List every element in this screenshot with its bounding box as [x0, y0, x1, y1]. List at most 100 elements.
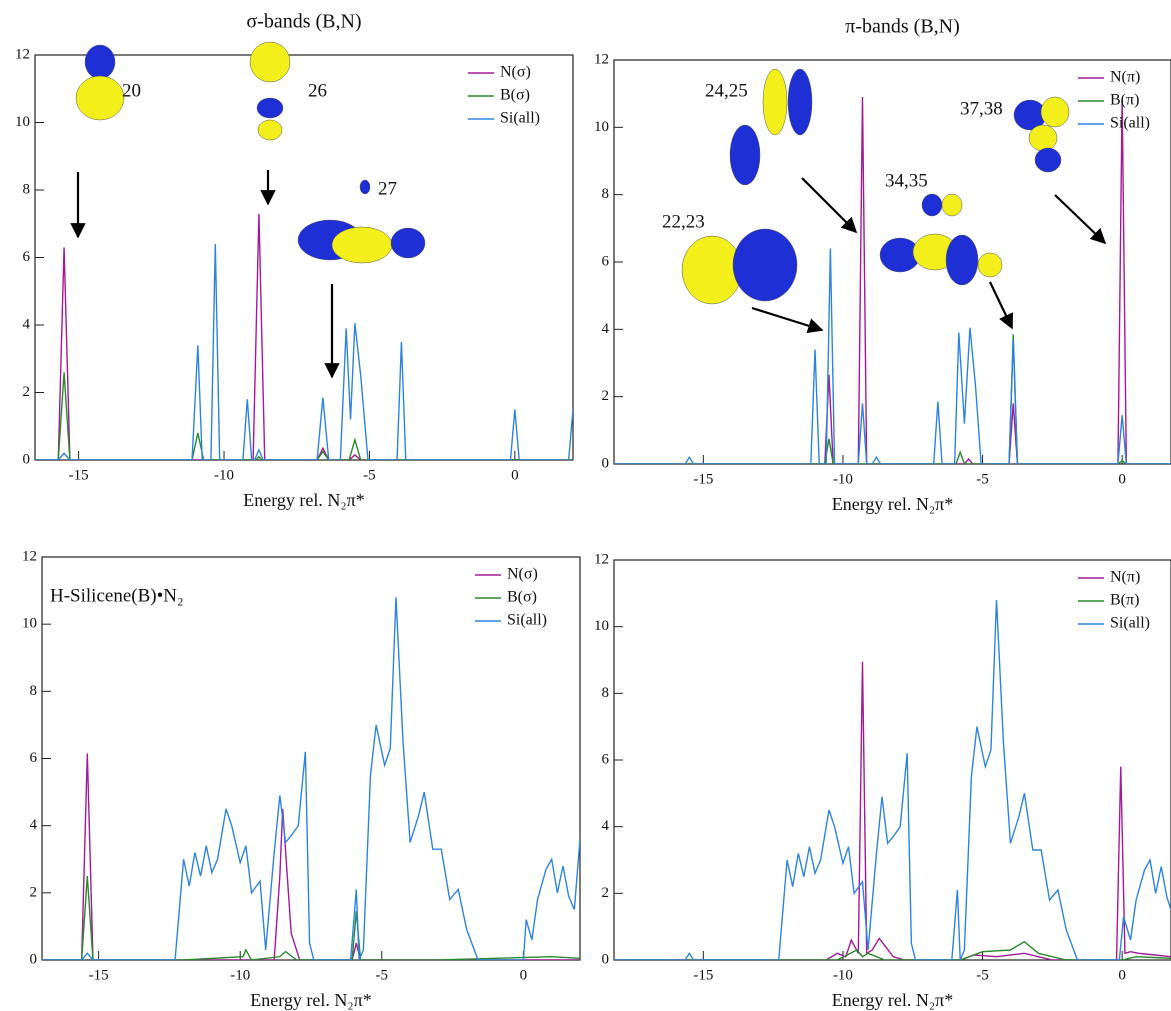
y-tick-label: 2 [602, 885, 610, 901]
orbital-lobe [390, 227, 426, 259]
annotation: 37,38 [960, 98, 1003, 119]
legend-label: Si(all) [500, 110, 540, 127]
series-line [614, 334, 1171, 464]
plot-frame [613, 559, 1171, 961]
series-line [614, 97, 1171, 464]
series-line [35, 213, 573, 460]
legend-label: B(π) [1110, 92, 1139, 109]
x-tick-label: -5 [363, 467, 376, 483]
plot-frame [34, 54, 574, 461]
legend-label: N(σ) [500, 64, 531, 81]
panel-title: σ-bands (B,N) [246, 11, 361, 33]
y-tick-label: 6 [602, 253, 610, 269]
series-line [614, 661, 1171, 960]
legend-label: Si(all) [507, 612, 547, 629]
x-tick-label: 0 [1118, 967, 1126, 983]
y-tick-label: 4 [30, 817, 38, 833]
annotation: 20 [122, 80, 141, 101]
y-tick-label: 8 [30, 683, 38, 699]
orbital-lobe [729, 124, 761, 186]
orbital-lobe [921, 193, 943, 217]
orbital-lobe [249, 41, 291, 83]
y-tick-label: 0 [30, 951, 38, 967]
orbital-lobe [762, 68, 788, 136]
y-tick-label: 10 [15, 114, 30, 130]
x-tick-label: -15 [693, 471, 713, 487]
orbital-lobe [1028, 124, 1058, 152]
annotation: 27 [378, 178, 397, 199]
x-tick-label: -15 [69, 467, 89, 483]
x-axis-label: Energy rel. N₂π* [243, 490, 365, 510]
orbital-lobe [681, 235, 743, 305]
orbital-lobe [732, 228, 798, 302]
y-tick-label: 12 [594, 51, 609, 67]
x-tick-label: -5 [976, 471, 989, 487]
orbital-lobe [359, 179, 371, 195]
plot-frame [41, 556, 581, 961]
legend-label: N(π) [1110, 69, 1140, 86]
legend-label: B(σ) [507, 589, 537, 606]
panel-title: π-bands (B,N) [845, 16, 960, 38]
legend-label: Si(all) [1110, 115, 1150, 132]
x-tick-label: -10 [230, 967, 250, 983]
y-tick-label: 8 [602, 186, 610, 202]
series-line [35, 243, 573, 460]
legend-label: B(π) [1110, 592, 1139, 609]
annotation: 24,25 [705, 80, 748, 101]
legend-label: N(σ) [507, 566, 538, 583]
x-tick-label: -5 [376, 967, 389, 983]
y-tick-label: 2 [602, 388, 610, 404]
x-tick-label: -10 [833, 471, 853, 487]
orbital-lobe [75, 75, 125, 121]
series-line [42, 753, 580, 960]
y-tick-label: 10 [594, 119, 609, 135]
x-tick-label: -15 [89, 967, 109, 983]
orbital-lobe [257, 119, 283, 141]
series-line [42, 875, 580, 960]
y-tick-label: 12 [15, 46, 30, 62]
y-tick-label: 12 [22, 548, 37, 564]
y-tick-label: 0 [602, 455, 610, 471]
orbital-lobe [1040, 96, 1070, 128]
orbital-lobe [256, 97, 284, 119]
y-tick-label: 4 [602, 321, 610, 337]
series-line [614, 248, 1171, 464]
annotation: H-Silicene(B)•N₂ [50, 585, 184, 606]
y-tick-label: 4 [23, 316, 31, 332]
y-tick-label: 10 [22, 616, 37, 632]
arrow [989, 281, 1013, 330]
orbital-lobe [977, 252, 1003, 278]
x-tick-label: 0 [511, 467, 519, 483]
orbital-lobe [1034, 147, 1062, 173]
x-tick-label: -15 [693, 967, 713, 983]
annotation: 22,23 [662, 211, 705, 232]
annotation: 26 [308, 80, 327, 101]
arrow [1054, 194, 1107, 245]
x-tick-label: -10 [833, 967, 853, 983]
x-tick-label: 0 [1118, 471, 1126, 487]
x-tick-label: -10 [214, 467, 234, 483]
series-line [35, 372, 573, 460]
y-tick-label: 12 [594, 551, 609, 567]
y-tick-label: 2 [23, 384, 31, 400]
x-axis-label: Energy rel. N₂π* [250, 990, 372, 1010]
y-tick-label: 8 [602, 685, 610, 701]
y-tick-label: 8 [23, 181, 31, 197]
y-tick-label: 0 [602, 951, 610, 967]
y-tick-label: 0 [23, 451, 31, 467]
series-line [42, 597, 580, 960]
orbital-lobe [331, 226, 393, 264]
y-tick-label: 2 [30, 884, 38, 900]
y-tick-label: 10 [594, 618, 609, 634]
annotation: 34,35 [885, 170, 928, 191]
legend-label: B(σ) [500, 87, 530, 104]
y-tick-label: 4 [602, 818, 610, 834]
orbital-lobe [941, 193, 963, 217]
x-axis-label: Energy rel. N₂π* [832, 494, 954, 514]
orbital-lobe [84, 44, 116, 80]
arrow [801, 177, 858, 234]
orbital-lobe [945, 234, 979, 286]
series-line [614, 940, 1171, 960]
